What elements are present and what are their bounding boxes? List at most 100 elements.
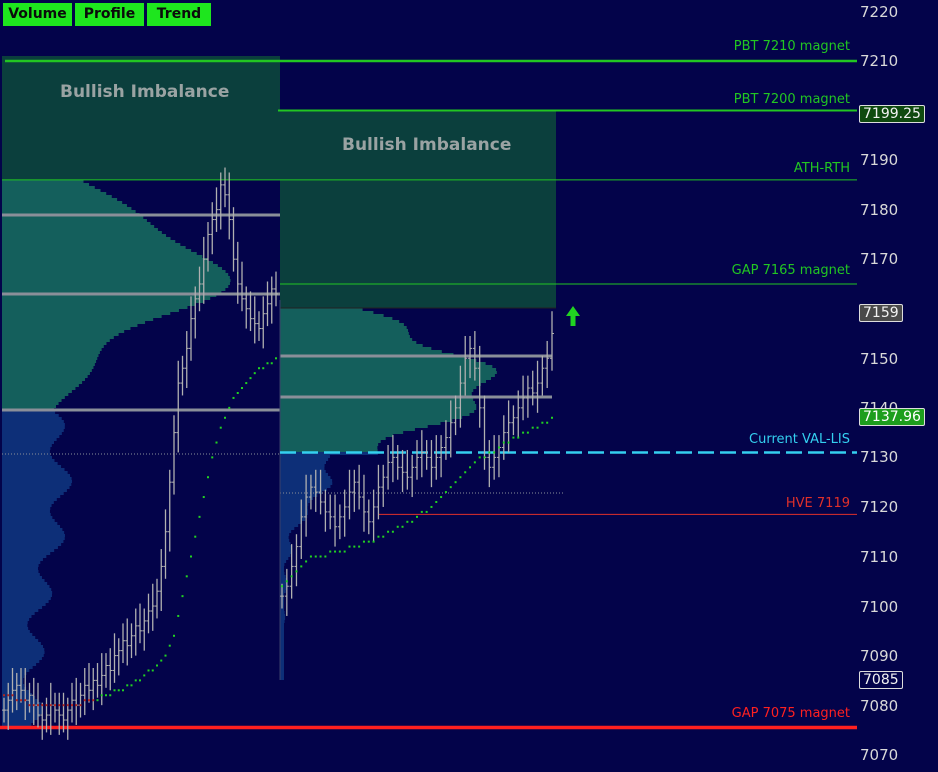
vwap-dot	[49, 704, 52, 707]
vwap-dot	[497, 446, 500, 449]
vwap-dot	[536, 426, 539, 429]
imbalance-zone-2	[280, 110, 556, 308]
level-label-gap-7075: GAP 7075 magnet	[731, 706, 850, 721]
up-arrow-icon	[566, 306, 580, 326]
vwap-dot	[228, 406, 231, 409]
vwap-dot	[122, 689, 124, 692]
vwap-dot	[517, 436, 520, 439]
vwap-dot	[420, 510, 423, 513]
axis-tick: 7150	[860, 350, 899, 368]
vwap-dot	[493, 451, 496, 454]
axis-tick: 7180	[860, 201, 899, 219]
vwap-dot	[449, 486, 452, 489]
level-label-ath-rth: ATH-RTH	[793, 161, 850, 176]
vwap-dot	[266, 362, 269, 365]
vwap-dot	[194, 535, 197, 538]
vwap-dot	[83, 699, 86, 702]
vwap-dot	[28, 704, 31, 707]
vwap-dot	[126, 684, 129, 687]
vwap-dot	[143, 674, 146, 677]
level-label-val-lis: Current VAL-LIS	[749, 432, 850, 447]
vwap-dot	[305, 560, 308, 563]
vwap-dot	[406, 520, 409, 523]
vwap-dot	[232, 396, 235, 399]
vwap-dot	[507, 441, 510, 444]
axis-tick: 7070	[860, 746, 899, 764]
vwap-dot	[478, 456, 481, 459]
vwap-dot	[151, 669, 154, 672]
vwap-dot	[367, 540, 370, 543]
vwap-dot	[454, 481, 457, 484]
level-label-gap-7165: GAP 7165 magnet	[731, 263, 850, 278]
vwap-dot	[54, 704, 56, 707]
vwap-dot	[236, 391, 239, 394]
vwap-dot	[387, 530, 390, 533]
price-marker-7085: 7085	[859, 671, 903, 689]
vwap-dot	[190, 555, 192, 558]
tab-trend[interactable]: Trend	[147, 3, 211, 26]
vwap-dot	[245, 382, 248, 385]
vwap-dot	[309, 555, 312, 558]
axis-tick: 7210	[860, 52, 899, 70]
vwap-dot	[66, 704, 69, 707]
vwap-dot	[329, 550, 332, 553]
vwap-dot	[551, 416, 553, 419]
vwap-dot	[411, 520, 414, 523]
vwap-dot	[241, 387, 243, 390]
axis-tick: 7170	[860, 250, 899, 268]
vwap-dot	[117, 689, 120, 692]
vwap-dot	[435, 500, 438, 503]
axis-tick: 7100	[860, 598, 899, 616]
vwap-dot	[396, 525, 399, 528]
vwap-dot	[290, 575, 293, 578]
vwap-dot	[526, 431, 529, 434]
vwap-dot	[416, 515, 418, 518]
tab-profile[interactable]: Profile	[75, 3, 144, 26]
vwap-dot	[41, 704, 44, 707]
vwap-dot	[285, 580, 288, 583]
vwap-dot	[353, 545, 356, 548]
vwap-dot	[541, 421, 544, 424]
vwap-dot	[348, 545, 351, 548]
vwap-dot	[362, 540, 365, 543]
vwap-dot	[164, 654, 167, 657]
vwap-dot	[425, 510, 428, 513]
vwap-dot	[88, 699, 90, 702]
vwap-dot	[207, 476, 209, 479]
vwap-dot	[181, 595, 184, 598]
tab-volume[interactable]: Volume	[3, 3, 72, 26]
vwap-dot	[440, 496, 443, 499]
price-marker-last: 7137.96	[859, 408, 925, 426]
vwap-dot	[100, 694, 103, 697]
axis-tick: 7190	[860, 151, 899, 169]
vwap-dot	[275, 357, 277, 360]
vwap-dot	[215, 441, 218, 444]
vwap-dot	[7, 694, 10, 697]
vwap-dot	[168, 644, 171, 647]
vwap-dot	[177, 614, 180, 617]
vwap-dot	[546, 421, 549, 424]
vwap-dot	[79, 704, 82, 707]
level-label-pbt-7210: PBT 7210 magnet	[733, 39, 850, 54]
vwap-dot	[62, 704, 65, 707]
vwap-dot	[324, 555, 327, 558]
vwap-dot	[295, 570, 298, 573]
vwap-dot	[24, 699, 27, 702]
vwap-dot	[130, 684, 133, 687]
vwap-dot	[105, 694, 107, 697]
vwap-dot	[334, 550, 337, 553]
vwap-dot	[32, 704, 35, 707]
imbalance-zone-1	[2, 56, 280, 180]
vwap-dot	[483, 456, 486, 459]
axis-tick: 7110	[860, 548, 899, 566]
vwap-dot	[270, 362, 273, 365]
vwap-dot	[488, 451, 491, 454]
vwap-dot	[156, 664, 158, 667]
vwap-dot	[185, 575, 188, 578]
vwap-dot	[71, 704, 73, 707]
vwap-dot	[401, 525, 404, 528]
vwap-dot	[11, 694, 14, 697]
vwap-dot	[444, 491, 447, 494]
